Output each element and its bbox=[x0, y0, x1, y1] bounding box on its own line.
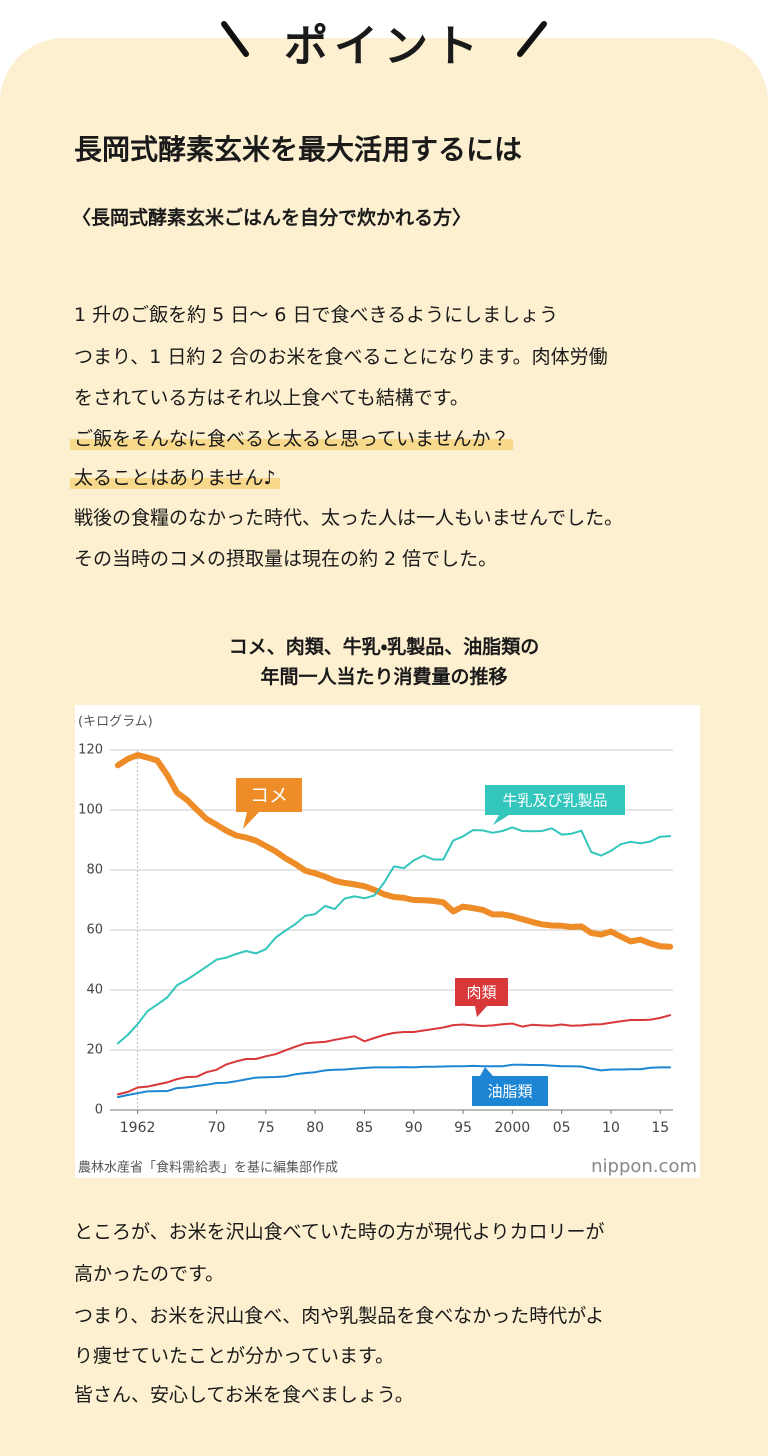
y-tick-label: 60 bbox=[86, 923, 103, 938]
series-label: 肉類 bbox=[466, 984, 496, 1002]
chart-source: 農林水産省「食料需給表」を基に編集部作成 bbox=[78, 1160, 338, 1176]
series-label-box bbox=[485, 785, 625, 815]
text-line: その当時のコメの摂取量は現在の約 2 倍でした。 bbox=[74, 548, 498, 570]
y-axis-label: (キログラム) bbox=[78, 715, 153, 730]
slash bbox=[221, 21, 249, 57]
series-line bbox=[116, 826, 672, 1045]
y-tick-label: 100 bbox=[78, 803, 103, 818]
x-tick-label: 1962 bbox=[120, 1120, 156, 1136]
text-line: つまり、1 日約 2 合のお米を食べることになります。肉体労働 bbox=[74, 346, 608, 368]
series-label-pointer bbox=[480, 1067, 493, 1076]
highlighted-line: ご飯をそんなに食べると太ると思っていませんか？ bbox=[70, 428, 514, 450]
text-line: 戦後の食糧のなかった時代、太った人は一人もいませんでした。 bbox=[74, 507, 624, 529]
y-tick-label: 20 bbox=[86, 1043, 103, 1058]
x-tick-label: 10 bbox=[602, 1120, 620, 1136]
highlighted-line: 太ることはありません♪ bbox=[70, 467, 280, 489]
chart-title: 年間一人当たり消費量の推移 bbox=[260, 666, 508, 688]
chart-title: コメ、肉類、牛乳・乳製品、油脂類の bbox=[228, 636, 540, 658]
subheading: 〈長岡式酵素玄米ごはんを自分で炊かれる方〉 bbox=[72, 207, 472, 229]
series-label-pointer bbox=[243, 812, 259, 829]
series-line bbox=[116, 1014, 672, 1096]
x-tick-label: 95 bbox=[454, 1120, 472, 1136]
x-tick-label: 90 bbox=[405, 1120, 423, 1136]
series-line bbox=[116, 1063, 672, 1099]
slash bbox=[517, 21, 547, 57]
text-line: つまり、お米を沢山食べ、肉や乳製品を食べなかった時代がよ bbox=[74, 1305, 605, 1327]
series-label-box bbox=[472, 1076, 548, 1106]
y-tick-label: 0 bbox=[95, 1103, 103, 1118]
x-tick-label: 85 bbox=[355, 1120, 373, 1136]
text-line: り痩せていたことが分かっています。 bbox=[74, 1345, 395, 1367]
y-tick-label: 40 bbox=[86, 983, 103, 998]
header-slashes bbox=[221, 21, 547, 57]
text-line: をされている方はそれ以上食べても結構です。 bbox=[74, 387, 469, 409]
series-label-pointer bbox=[475, 1006, 487, 1017]
header-label: ポイント bbox=[284, 21, 484, 72]
series-label-box bbox=[236, 778, 302, 812]
text-line: ところが、お米を沢山食べていた時の方が現代よりカロリーが bbox=[74, 1221, 605, 1243]
heading: 長岡式酵素玄米を最大活用するには bbox=[74, 133, 523, 166]
x-tick-label: 70 bbox=[208, 1120, 226, 1136]
x-tick-label: 75 bbox=[257, 1120, 275, 1136]
x-tick-label: 80 bbox=[306, 1120, 324, 1136]
x-tick-label: 15 bbox=[651, 1120, 669, 1136]
series-label: 油脂類 bbox=[487, 1083, 532, 1101]
x-tick-label: 05 bbox=[553, 1120, 571, 1136]
chart-brand: nippon.com bbox=[591, 1156, 697, 1177]
series-label: 牛乳及び乳製品 bbox=[502, 792, 607, 810]
series-line bbox=[114, 752, 674, 950]
y-tick-label: 120 bbox=[78, 743, 103, 758]
series-label: コメ bbox=[250, 785, 288, 807]
text-line: 高かったのです。 bbox=[74, 1263, 225, 1285]
text-line: 1 升のご飯を約 5 日〜 6 日で食べきるようにしましょう bbox=[74, 304, 559, 326]
text-line: 皆さん、安心してお米を食べましょう。 bbox=[74, 1384, 414, 1406]
series-label-box bbox=[455, 978, 508, 1006]
y-tick-label: 80 bbox=[86, 863, 103, 878]
chart: (キログラム) 農林水産省「食料需給表」を基に編集部作成 nippon.com … bbox=[75, 705, 700, 1178]
x-tick-label: 2000 bbox=[495, 1120, 531, 1136]
series-label-pointer bbox=[493, 815, 509, 825]
